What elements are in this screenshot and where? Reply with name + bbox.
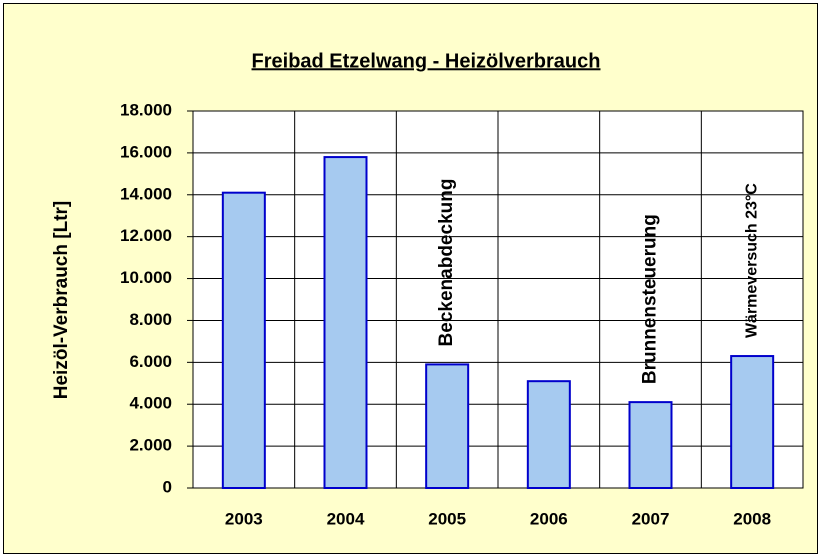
x-tick-label: 2004 — [327, 509, 365, 528]
bar — [628, 401, 673, 489]
bar — [730, 355, 775, 489]
y-tick-label: 16.000 — [120, 142, 172, 161]
x-tick-label: 2005 — [428, 509, 466, 528]
y-tick-label: 8.000 — [129, 310, 172, 329]
bar — [425, 363, 470, 489]
y-tick-label: 18.000 — [120, 100, 172, 119]
plot-border — [192, 110, 804, 489]
annotation: Brunnensteuerung — [640, 214, 661, 384]
y-tick-label: 12.000 — [120, 226, 172, 245]
bar — [221, 191, 266, 490]
y-tick-label: 0 — [163, 477, 172, 496]
annotation: Beckenabdeckung — [436, 179, 457, 347]
annotation: Wärmeversuch 23°C — [743, 183, 760, 338]
y-axis-label: Heizöl-Verbrauch [Ltr] — [51, 201, 72, 399]
x-tick-label: 2008 — [733, 509, 771, 528]
y-tick-label: 14.000 — [120, 184, 172, 203]
y-tick-label: 4.000 — [129, 394, 172, 413]
x-tick-label: 2007 — [632, 509, 670, 528]
bar — [526, 380, 571, 489]
y-tick-label: 10.000 — [120, 268, 172, 287]
bar — [323, 156, 368, 489]
chart-title: Freibad Etzelwang - Heizölverbrauch — [252, 50, 601, 72]
y-tick-label: 2.000 — [129, 436, 172, 455]
x-tick-label: 2003 — [225, 509, 263, 528]
x-tick-label: 2006 — [530, 509, 568, 528]
y-tick-label: 6.000 — [129, 352, 172, 371]
